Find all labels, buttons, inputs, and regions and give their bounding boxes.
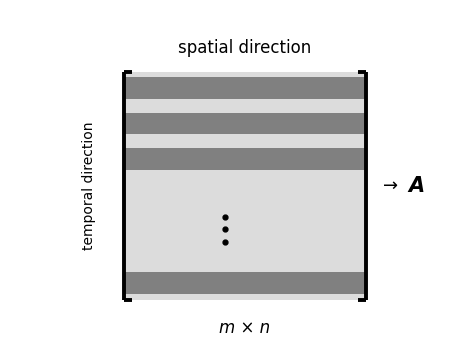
Bar <box>124 148 366 170</box>
Text: →: → <box>383 177 403 195</box>
Text: A: A <box>408 176 424 196</box>
Bar <box>124 272 366 294</box>
Text: spatial direction: spatial direction <box>178 39 311 56</box>
Bar <box>124 72 366 300</box>
Text: temporal direction: temporal direction <box>82 121 96 250</box>
Bar <box>124 77 366 99</box>
Text: m × n: m × n <box>219 319 270 337</box>
Bar <box>124 113 366 135</box>
